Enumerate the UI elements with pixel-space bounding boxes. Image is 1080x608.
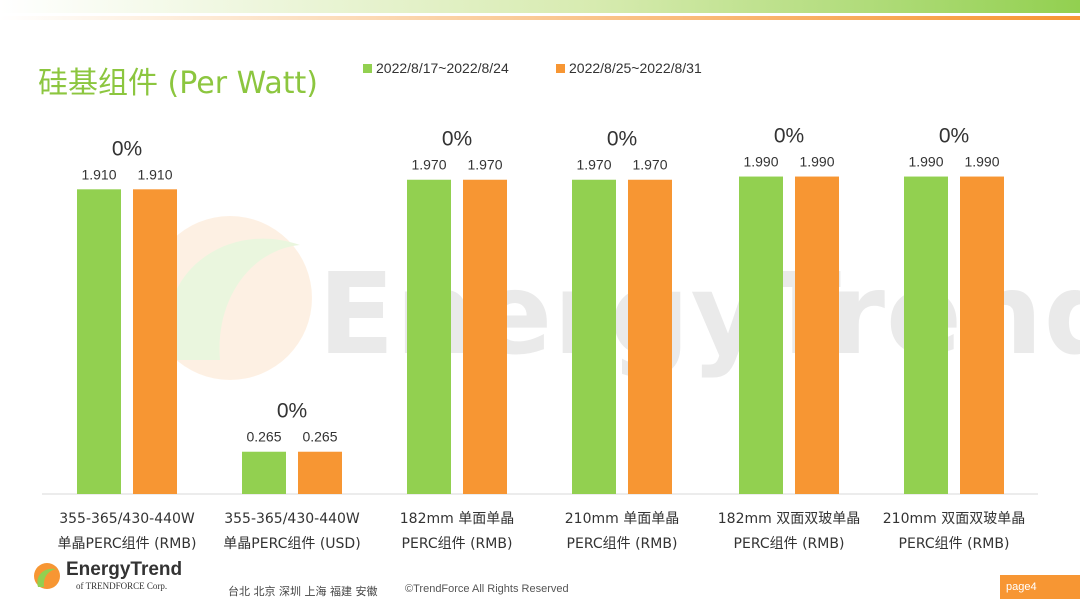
bar-orange-1 xyxy=(298,451,342,494)
bar-value-label: 1.990 xyxy=(743,154,778,170)
category-label: 355-365/430-440W xyxy=(224,511,360,527)
legend-label: 2022/8/25~2022/8/31 xyxy=(569,60,702,76)
footer-cities: 台北 北京 深圳 上海 福建 安徽 xyxy=(228,585,378,598)
leaf-logo-icon xyxy=(34,563,60,589)
watermark-logo xyxy=(148,216,312,380)
category-label: 210mm 双面双玻单晶 xyxy=(883,511,1025,527)
bar-orange-5 xyxy=(960,176,1004,495)
bar-green-0 xyxy=(77,189,121,495)
header-gradient-bar xyxy=(0,0,1080,20)
category-label: PERC组件 (RMB) xyxy=(567,536,678,552)
change-percent-label: 0% xyxy=(939,125,969,148)
legend-label: 2022/8/17~2022/8/24 xyxy=(376,60,509,76)
category-label: 182mm 双面双玻单晶 xyxy=(718,511,860,527)
category-label: 单晶PERC组件 (USD) xyxy=(223,536,360,552)
bar-green-1 xyxy=(242,451,286,494)
bar-green-5 xyxy=(904,176,948,495)
category-label: PERC组件 (RMB) xyxy=(899,536,1010,552)
bar-value-label: 1.970 xyxy=(576,157,611,173)
bar-value-label: 1.910 xyxy=(137,166,172,182)
page-number-badge: page4 xyxy=(1000,575,1080,599)
change-percent-label: 0% xyxy=(442,128,472,151)
bar-value-label: 1.970 xyxy=(411,157,446,173)
category-label: PERC组件 (RMB) xyxy=(402,536,513,552)
footer-brand-sub: of TRENDFORCE Corp. xyxy=(76,581,168,591)
change-percent-label: 0% xyxy=(774,125,804,148)
legend-item-series-1: 2022/8/17~2022/8/24 xyxy=(363,60,509,76)
bar-value-label: 1.990 xyxy=(799,154,834,170)
bar-orange-3 xyxy=(628,179,672,494)
bar-green-3 xyxy=(572,179,616,494)
bar-green-4 xyxy=(739,176,783,495)
bar-value-label: 0.265 xyxy=(246,429,281,445)
bar-orange-2 xyxy=(463,179,507,494)
bar-value-label: 0.265 xyxy=(302,429,337,445)
category-label: 182mm 单面单晶 xyxy=(400,511,514,527)
category-label: PERC组件 (RMB) xyxy=(734,536,845,552)
change-percent-label: 0% xyxy=(112,137,142,160)
footer-brand: EnergyTrend xyxy=(66,559,183,580)
bar-green-2 xyxy=(407,179,451,494)
bar-value-label: 1.990 xyxy=(908,154,943,170)
legend-item-series-2: 2022/8/25~2022/8/31 xyxy=(556,60,702,76)
change-percent-label: 0% xyxy=(607,128,637,151)
energytrend-logo: EnergyTrend of TRENDFORCE Corp. xyxy=(32,560,182,592)
bar-value-label: 1.970 xyxy=(467,157,502,173)
category-label: 单晶PERC组件 (RMB) xyxy=(58,536,197,552)
footer-copyright: ©TrendForce All Rights Reserved xyxy=(405,583,569,595)
legend-swatch-orange xyxy=(556,63,565,73)
chart-title: 硅基组件 (Per Watt) xyxy=(38,66,318,101)
category-label: 210mm 单面单晶 xyxy=(565,511,679,527)
change-percent-label: 0% xyxy=(277,400,307,423)
category-label: 355-365/430-440W xyxy=(59,511,195,527)
bar-value-label: 1.990 xyxy=(964,154,999,170)
bar-orange-4 xyxy=(795,176,839,495)
bar-value-label: 1.910 xyxy=(81,166,116,182)
bar-orange-0 xyxy=(133,189,177,495)
bar-value-label: 1.970 xyxy=(632,157,667,173)
legend-swatch-green xyxy=(363,63,372,73)
